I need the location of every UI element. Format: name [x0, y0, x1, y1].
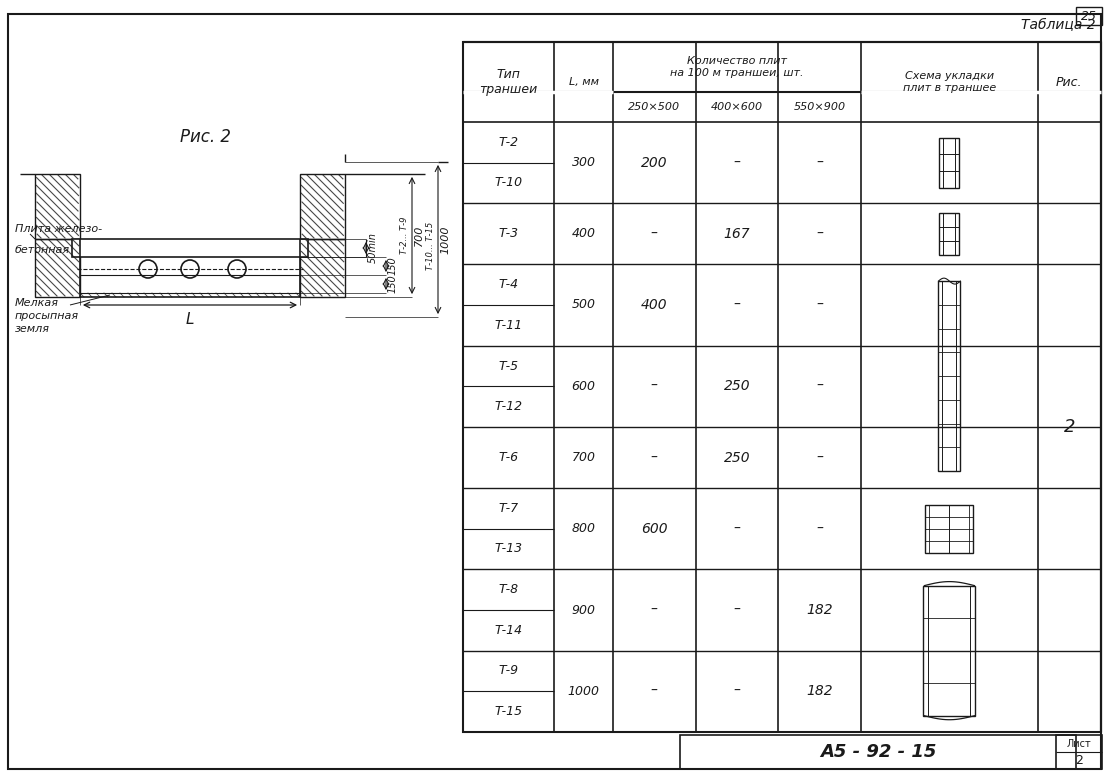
Text: 200: 200 [641, 155, 668, 169]
Text: 400×600: 400×600 [711, 102, 763, 112]
Text: –: – [651, 451, 658, 465]
Text: 600: 600 [571, 380, 596, 393]
Bar [1076, 7, 1102, 25]
Text: L: L [185, 312, 194, 327]
Text: земля: земля [16, 324, 50, 334]
Text: 150: 150 [388, 256, 398, 275]
Text: Таблица 2: Таблица 2 [1021, 18, 1096, 32]
Text: просыпная: просыпная [16, 311, 79, 321]
Text: –: – [651, 685, 658, 699]
Text: –: – [651, 379, 658, 393]
Text: 400: 400 [571, 228, 596, 240]
Text: Т-2: Т-2 [499, 136, 519, 149]
Text: –: – [816, 521, 823, 535]
Bar [939, 213, 959, 255]
Text: Количество плит
на 100 м траншеи, шт.: Количество плит на 100 м траншеи, шт. [670, 56, 804, 78]
Text: –: – [816, 298, 823, 312]
Text: –: – [733, 521, 741, 535]
Text: Т-10... Т-15: Т-10... Т-15 [426, 221, 435, 270]
Bar [35, 174, 80, 239]
Text: Рис. 2: Рис. 2 [180, 128, 231, 146]
Bar [925, 505, 974, 552]
Text: бетонная: бетонная [16, 245, 70, 255]
Text: 300: 300 [571, 156, 596, 169]
Text: Т-15: Т-15 [495, 706, 522, 718]
Text: 800: 800 [571, 522, 596, 535]
Text: –: – [816, 451, 823, 465]
Bar [680, 735, 1076, 769]
Text: 25: 25 [1081, 9, 1097, 23]
Text: –: – [651, 603, 658, 617]
Text: Т-12: Т-12 [495, 400, 522, 413]
Text: А5 - 92 - 15: А5 - 92 - 15 [820, 743, 936, 761]
Text: –: – [733, 603, 741, 617]
Bar [924, 586, 976, 716]
Text: Т-2... Т-9: Т-2... Т-9 [400, 217, 409, 254]
Text: Т-14: Т-14 [495, 624, 522, 637]
Text: 50min: 50min [368, 232, 378, 263]
Text: Т-10: Т-10 [495, 176, 522, 190]
Text: Мелкая: Мелкая [16, 298, 59, 308]
Text: 700: 700 [571, 451, 596, 464]
Text: 550×900: 550×900 [794, 102, 846, 112]
Text: 900: 900 [571, 604, 596, 616]
Text: –: – [816, 227, 823, 241]
Text: 250: 250 [724, 451, 751, 465]
Text: 2: 2 [1075, 754, 1082, 766]
Text: –: – [733, 298, 741, 312]
Text: Тип
траншеи: Тип траншеи [479, 68, 538, 96]
Bar [939, 138, 959, 188]
Text: –: – [733, 155, 741, 169]
Text: Т-7: Т-7 [499, 502, 519, 515]
Text: Схема укладки
плит в траншее: Схема укладки плит в траншее [903, 71, 996, 92]
Bar [938, 281, 960, 471]
Text: –: – [733, 685, 741, 699]
Text: 167: 167 [724, 227, 751, 241]
Text: Т-5: Т-5 [499, 360, 519, 372]
Text: 500: 500 [571, 298, 596, 312]
Text: 1000: 1000 [440, 225, 450, 254]
Text: 400: 400 [641, 298, 668, 312]
Text: Рис.: Рис. [1056, 75, 1082, 89]
Text: 700: 700 [414, 225, 424, 246]
Text: 182: 182 [806, 603, 833, 617]
Text: Т-4: Т-4 [499, 278, 519, 291]
Bar [1056, 735, 1102, 769]
Text: 182: 182 [806, 685, 833, 699]
Text: L, мм: L, мм [569, 77, 599, 87]
Text: Т-6: Т-6 [499, 451, 519, 464]
Bar [72, 239, 308, 257]
Bar [301, 239, 345, 297]
Text: –: – [816, 379, 823, 393]
Text: Лист: Лист [1067, 739, 1091, 749]
Text: Т-11: Т-11 [495, 319, 522, 332]
Text: Плита железо-: Плита железо- [16, 224, 102, 234]
Text: Т-13: Т-13 [495, 542, 522, 556]
Text: Т-9: Т-9 [499, 664, 519, 678]
Text: 2: 2 [1064, 418, 1075, 436]
Text: Т-3: Т-3 [499, 228, 519, 240]
Text: 250×500: 250×500 [628, 102, 680, 112]
Text: Т-8: Т-8 [499, 584, 519, 596]
Text: 250: 250 [724, 379, 751, 393]
Text: –: – [816, 155, 823, 169]
Text: 1000: 1000 [568, 685, 600, 698]
Text: 150: 150 [388, 274, 398, 294]
Text: –: – [651, 227, 658, 241]
Bar [35, 239, 80, 297]
Text: 600: 600 [641, 521, 668, 535]
Bar [462, 42, 1101, 732]
Bar [301, 174, 345, 239]
